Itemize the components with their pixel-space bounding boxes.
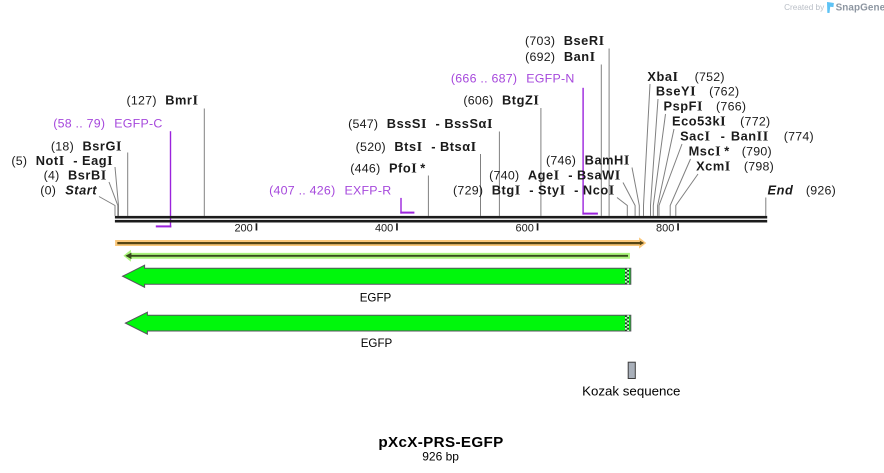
svg-text:200: 200	[234, 223, 252, 235]
svg-text:XcmI(798): XcmI (798)	[696, 159, 774, 175]
svg-text:Created by: Created by	[784, 3, 825, 12]
svg-text:PspFI(766): PspFI (766)	[664, 98, 747, 114]
svg-text:SnapGene: SnapGene	[836, 3, 884, 14]
svg-text:(740)AgeI-BsaWI: (740) AgeI - BsaWI	[489, 168, 621, 184]
svg-text:MscI*(790): MscI * (790)	[689, 144, 772, 160]
svg-text:(18)BsrGI: (18) BsrGI	[51, 138, 122, 154]
svg-text:(5)NotI-EagI: (5) NotI - EagI	[11, 153, 113, 169]
svg-text:(666 .. 687)EGFP-N: (666 .. 687) EGFP-N	[451, 72, 575, 86]
svg-text:400: 400	[375, 223, 393, 235]
svg-text:SacI-BanII(774): SacI - BanII (774)	[680, 129, 814, 145]
svg-text:(407 .. 426)EXFP-R: (407 .. 426) EXFP-R	[269, 184, 391, 198]
svg-text:(520)BtsI-BtsαI: (520) BtsI - BtsαI	[356, 139, 477, 155]
svg-text:800: 800	[656, 223, 674, 235]
svg-text:EGFP: EGFP	[361, 337, 393, 350]
svg-text:pXcX-PRS-EGFP: pXcX-PRS-EGFP	[378, 434, 503, 451]
svg-text:(746)BamHI: (746) BamHI	[546, 153, 630, 169]
svg-text:XbaI(752): XbaI (752)	[647, 69, 724, 85]
svg-text:BseYI(762): BseYI (762)	[656, 83, 739, 99]
svg-text:Eco53kI(772): Eco53kI (772)	[672, 113, 770, 129]
svg-text:(703)BseRI: (703) BseRI	[525, 33, 605, 49]
svg-text:(0)Start: (0) Start	[40, 182, 97, 197]
svg-text:926 bp: 926 bp	[422, 450, 459, 464]
svg-text:EGFP: EGFP	[360, 292, 392, 305]
svg-text:(58 .. 79)EGFP-C: (58 .. 79) EGFP-C	[53, 117, 162, 131]
svg-text:(729)BtgI-StyI-NcoI: (729) BtgI - StyI - NcoI	[453, 183, 615, 199]
svg-text:(692)BanI: (692) BanI	[525, 49, 596, 65]
svg-text:(4)BsrBI: (4) BsrBI	[44, 168, 107, 184]
svg-text:600: 600	[516, 223, 534, 235]
svg-text:End(926): End (926)	[768, 183, 837, 198]
svg-text:(547)BssSI-BssSαI: (547) BssSI - BssSαI	[348, 116, 493, 132]
svg-text:(606)BtgZI: (606) BtgZI	[463, 92, 539, 108]
svg-text:(127)BmrI: (127) BmrI	[127, 93, 199, 109]
svg-text:Kozak sequence: Kozak sequence	[582, 384, 680, 399]
svg-text:(446)PfoI*: (446) PfoI *	[350, 160, 426, 176]
